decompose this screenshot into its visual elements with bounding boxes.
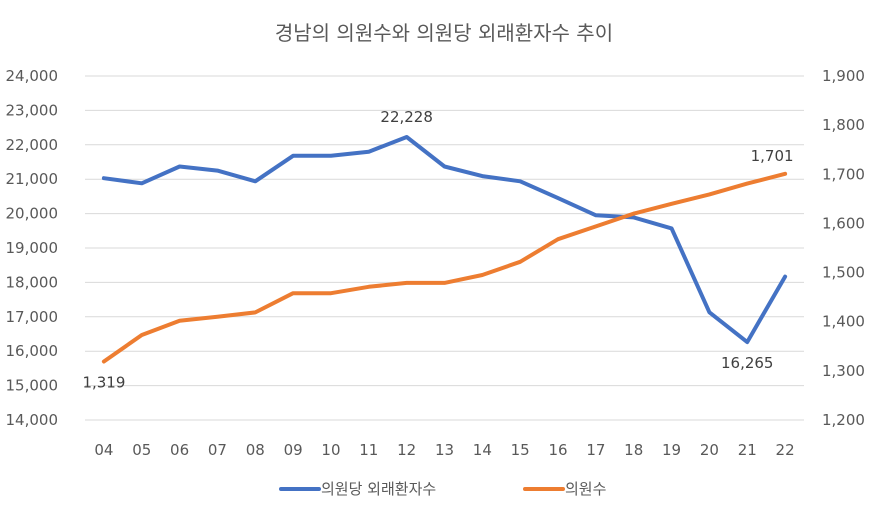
series-0-point bbox=[480, 174, 484, 178]
y-right-tick-label: 1,300 bbox=[822, 362, 865, 380]
legend-label: 의원수 bbox=[565, 480, 606, 498]
y-right-tick-label: 1,400 bbox=[822, 313, 865, 331]
series-0-point bbox=[632, 215, 636, 219]
x-tick-label: 11 bbox=[359, 441, 378, 459]
y-right-tick-label: 1,200 bbox=[822, 411, 865, 429]
data-label: 16,265 bbox=[721, 354, 774, 372]
x-tick-label: 14 bbox=[473, 441, 492, 459]
x-tick-label: 20 bbox=[700, 441, 719, 459]
y-right-tick-label: 1,600 bbox=[822, 214, 865, 232]
y-axis-right: 1,200 1,300 1,400 1,500 1,600 1,700 1,800 1,900 bbox=[822, 67, 865, 429]
x-tick-label: 09 bbox=[284, 441, 303, 459]
x-tick-label: 13 bbox=[435, 441, 454, 459]
series-0-point bbox=[594, 213, 598, 217]
y-right-tick-label: 1,900 bbox=[822, 67, 865, 85]
chart-title: 경남의 의원수와 의원당 외래환자수 추이 bbox=[275, 21, 613, 45]
series-0-point bbox=[707, 310, 711, 314]
y-left-tick-label: 24,000 bbox=[6, 67, 59, 85]
data-label: 1,319 bbox=[82, 374, 125, 392]
series-1-point bbox=[102, 360, 106, 364]
x-axis: 04 05 06 07 08 09 10 11 12 13 14 15 16 17 18 19 20 21 22 bbox=[94, 441, 794, 459]
y-left-tick-label: 19,000 bbox=[6, 239, 59, 257]
data-label: 22,228 bbox=[380, 108, 433, 126]
series-1-point bbox=[291, 291, 295, 295]
x-tick-label: 07 bbox=[208, 441, 227, 459]
y-left-tick-label: 14,000 bbox=[6, 411, 59, 429]
y-right-tick-label: 1,800 bbox=[822, 116, 865, 134]
series-1-point bbox=[253, 310, 257, 314]
x-tick-label: 18 bbox=[624, 441, 643, 459]
series-1-point bbox=[745, 182, 749, 186]
y-axis-left: 14,000 15,000 16,000 17,000 18,000 19,000 20,0… bbox=[6, 67, 59, 429]
x-tick-label: 21 bbox=[738, 441, 757, 459]
x-tick-label: 04 bbox=[94, 441, 113, 459]
series-0-point bbox=[518, 179, 522, 183]
series-1-point bbox=[518, 260, 522, 264]
series-0-point bbox=[102, 176, 106, 180]
series-0-point bbox=[670, 226, 674, 230]
data-labels: 22,228 16,265 1,319 1,701 bbox=[82, 108, 793, 392]
series-1-point bbox=[783, 172, 787, 176]
x-tick-label: 12 bbox=[397, 441, 416, 459]
series-line-1 bbox=[101, 171, 788, 364]
series-0-point bbox=[367, 150, 371, 154]
y-right-tick-label: 1,700 bbox=[822, 165, 865, 183]
x-tick-label: 10 bbox=[321, 441, 340, 459]
legend: 의원당 외래환자수 의원수 bbox=[279, 480, 606, 498]
series-1-point bbox=[443, 281, 446, 285]
x-tick-label: 16 bbox=[548, 441, 567, 459]
x-tick-label: 19 bbox=[662, 441, 681, 459]
series-0-point bbox=[329, 154, 333, 158]
y-right-tick-label: 1,500 bbox=[822, 264, 865, 282]
series-1-point bbox=[707, 192, 711, 196]
series-1-point bbox=[405, 281, 409, 285]
y-left-tick-label: 18,000 bbox=[6, 273, 59, 291]
x-tick-label: 05 bbox=[132, 441, 151, 459]
series-1-point bbox=[215, 315, 219, 319]
series-0-point bbox=[215, 169, 219, 173]
series-0-point bbox=[443, 164, 446, 168]
series-1-point bbox=[556, 237, 560, 241]
x-tick-label: 17 bbox=[586, 441, 605, 459]
y-left-tick-label: 16,000 bbox=[6, 342, 59, 360]
x-tick-label: 22 bbox=[776, 441, 795, 459]
series-1-point bbox=[632, 212, 636, 216]
data-label: 1,701 bbox=[751, 147, 794, 165]
y-left-tick-label: 23,000 bbox=[6, 101, 59, 119]
series-1-point bbox=[140, 333, 144, 337]
series-0-point bbox=[745, 340, 749, 344]
series-0-point bbox=[140, 181, 144, 185]
series-1-point bbox=[329, 291, 333, 295]
x-tick-label: 08 bbox=[246, 441, 265, 459]
series-0-point bbox=[405, 135, 409, 139]
series-0-point bbox=[291, 154, 295, 158]
plot-lines bbox=[101, 135, 788, 364]
series-0-point bbox=[556, 196, 560, 200]
x-tick-label: 15 bbox=[511, 441, 530, 459]
legend-label: 의원당 외래환자수 bbox=[321, 480, 436, 498]
x-tick-label: 06 bbox=[170, 441, 189, 459]
series-1-point bbox=[367, 285, 371, 289]
y-left-tick-label: 15,000 bbox=[6, 377, 59, 395]
series-1-point bbox=[670, 202, 674, 206]
y-left-tick-label: 17,000 bbox=[6, 308, 59, 326]
y-left-tick-label: 20,000 bbox=[6, 205, 59, 223]
series-1-point bbox=[480, 273, 484, 277]
series-0-point bbox=[178, 164, 182, 168]
y-left-tick-label: 22,000 bbox=[6, 136, 59, 154]
series-1-point bbox=[594, 224, 598, 228]
y-left-tick-label: 21,000 bbox=[6, 170, 59, 188]
gridlines bbox=[85, 75, 804, 421]
series-0-point bbox=[253, 179, 257, 183]
series-0-point bbox=[783, 275, 787, 279]
series-1-point bbox=[178, 319, 182, 323]
